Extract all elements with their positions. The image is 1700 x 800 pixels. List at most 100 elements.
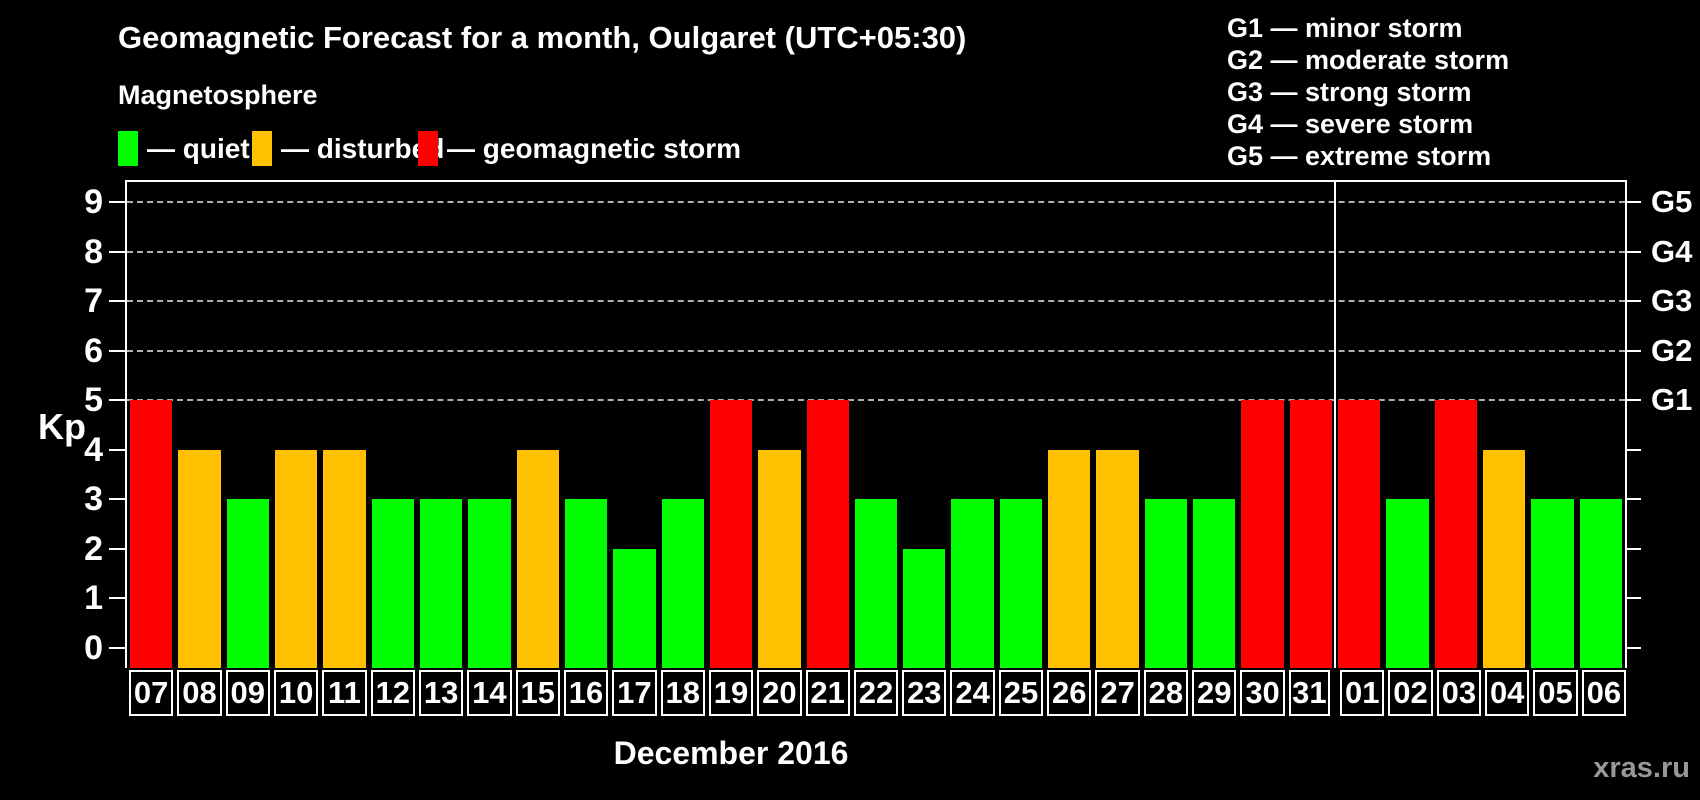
x-label-day-28: 28 — [1143, 670, 1189, 716]
bar-day-14 — [468, 499, 511, 668]
storm-scale-g1: G1 — minor storm — [1227, 13, 1463, 43]
bar-day-21 — [806, 400, 849, 668]
g-scale-label-g2: G2 — [1651, 332, 1693, 368]
plot-area: 0 1 2 3 4 5 6 7 8 9 G1 G2 G3 G4 G5 — [84, 180, 1692, 668]
x-label-day-27: 27 — [1095, 670, 1140, 716]
bar-day-08 — [178, 449, 221, 668]
y-tick-0 — [109, 647, 125, 649]
gridline-kp-6 — [127, 349, 1625, 352]
legend-label-quiet: — quiet — [147, 133, 250, 164]
x-label-day-20: 20 — [757, 670, 802, 716]
chart-subtitle: Magnetosphere — [118, 80, 318, 110]
x-label-day-15: 15 — [515, 670, 560, 716]
right-tick-9 — [1627, 201, 1641, 203]
storm-scale-g3: G3 — strong storm — [1227, 77, 1472, 107]
y-tick-label-5: 5 — [84, 381, 103, 420]
x-label-day-29: 29 — [1192, 670, 1237, 716]
chart-title: Geomagnetic Forecast for a month, Oulgar… — [118, 20, 967, 55]
right-tick-6 — [1627, 349, 1641, 352]
y-tick-label-9: 9 — [84, 183, 103, 221]
x-label-day-18: 18 — [660, 670, 705, 716]
y-tick-label-2: 2 — [84, 529, 103, 568]
gridline-kp-5 — [127, 399, 1625, 402]
bar-day-29 — [1193, 499, 1236, 668]
bar-day-15 — [516, 449, 559, 668]
y-tick-label-4: 4 — [84, 430, 103, 469]
x-label-day-10: 10 — [273, 670, 319, 716]
x-label-day-08: 08 — [177, 670, 222, 716]
storm-scale-g2: G2 — moderate storm — [1227, 45, 1510, 75]
storm-scale-g5: G5 — extreme storm — [1227, 141, 1492, 171]
y-tick-5 — [109, 399, 125, 402]
bar-day-26 — [1048, 449, 1091, 668]
y-tick-label-8: 8 — [84, 232, 103, 271]
legend-label-disturbed: — disturbed — [281, 133, 445, 164]
bar-day-05 — [1531, 499, 1574, 668]
watermark: xras.ru — [1593, 752, 1690, 784]
gridline-kp-9 — [127, 201, 1625, 203]
x-label-day-06: 06 — [1581, 670, 1626, 716]
storm-scale-legend: G1 — minor storm G2 — moderate storm G3 … — [1227, 12, 1509, 172]
bar-day-16 — [564, 499, 608, 668]
bar-day-13 — [419, 499, 463, 668]
bar-day-28 — [1144, 499, 1188, 668]
right-tick-4 — [1627, 448, 1641, 451]
bar-day-02 — [1386, 499, 1429, 668]
bar-day-09 — [226, 499, 269, 668]
x-label-day-16: 16 — [563, 670, 609, 716]
month-boundary-line — [1334, 182, 1337, 668]
bar-day-07 — [130, 400, 173, 668]
x-label-day-02: 02 — [1388, 670, 1433, 716]
y-tick-9 — [109, 201, 125, 203]
legend-swatch-storm — [418, 131, 438, 166]
x-axis-month-label: December 2016 — [613, 735, 849, 771]
bar-day-04 — [1483, 449, 1526, 668]
bar-day-27 — [1096, 449, 1139, 668]
gridline-kp-7 — [127, 300, 1625, 303]
y-tick-label-7: 7 — [84, 282, 103, 321]
bar-day-20 — [758, 449, 801, 668]
x-label-day-07: 07 — [129, 670, 174, 716]
x-label-day-25: 25 — [998, 670, 1044, 716]
y-tick-label-0: 0 — [84, 629, 103, 667]
x-label-day-19: 19 — [708, 670, 754, 716]
y-tick-6 — [109, 349, 125, 352]
bar-day-19 — [709, 400, 753, 668]
x-label-day-14: 14 — [467, 670, 512, 716]
y-tick-3 — [109, 498, 125, 501]
bar-day-25 — [999, 499, 1043, 668]
y-tick-7 — [109, 300, 125, 303]
right-tick-7 — [1627, 300, 1641, 303]
g-scale-label-g1: G1 — [1651, 382, 1693, 418]
y-tick-8 — [109, 250, 125, 253]
bar-day-23 — [903, 548, 946, 668]
y-tick-label-1: 1 — [84, 579, 103, 618]
x-label-day-01: 01 — [1340, 670, 1385, 716]
x-label-day-22: 22 — [853, 670, 899, 716]
x-label-day-12: 12 — [370, 670, 415, 716]
bar-day-17 — [613, 548, 656, 668]
g-scale-label-g3: G3 — [1651, 283, 1693, 319]
x-label-day-24: 24 — [950, 670, 995, 716]
g-scale-label-g4: G4 — [1651, 233, 1693, 269]
x-label-day-23: 23 — [902, 670, 947, 716]
x-axis-day-labels: 07 08 09 10 11 12 13 14 15 16 17 18 19 20 21 22 23 24 25 26… — [127, 670, 1626, 716]
gridline-kp-8 — [127, 250, 1625, 253]
x-label-day-03: 03 — [1436, 670, 1482, 716]
bar-day-06 — [1579, 499, 1622, 668]
bar-day-10 — [274, 449, 318, 668]
x-label-day-31: 31 — [1288, 670, 1331, 716]
bar-day-30 — [1241, 400, 1284, 668]
storm-scale-g4: G4 — severe storm — [1227, 109, 1474, 139]
right-tick-1 — [1627, 597, 1641, 600]
y-tick-1 — [109, 597, 125, 600]
x-label-day-11: 11 — [322, 670, 367, 716]
bar-day-01 — [1338, 400, 1381, 668]
x-label-day-26: 26 — [1047, 670, 1092, 716]
x-label-day-17: 17 — [612, 670, 657, 716]
legend-swatch-disturbed — [252, 131, 272, 166]
right-tick-0 — [1627, 647, 1641, 649]
right-tick-5 — [1627, 399, 1641, 402]
y-tick-label-6: 6 — [84, 331, 103, 370]
